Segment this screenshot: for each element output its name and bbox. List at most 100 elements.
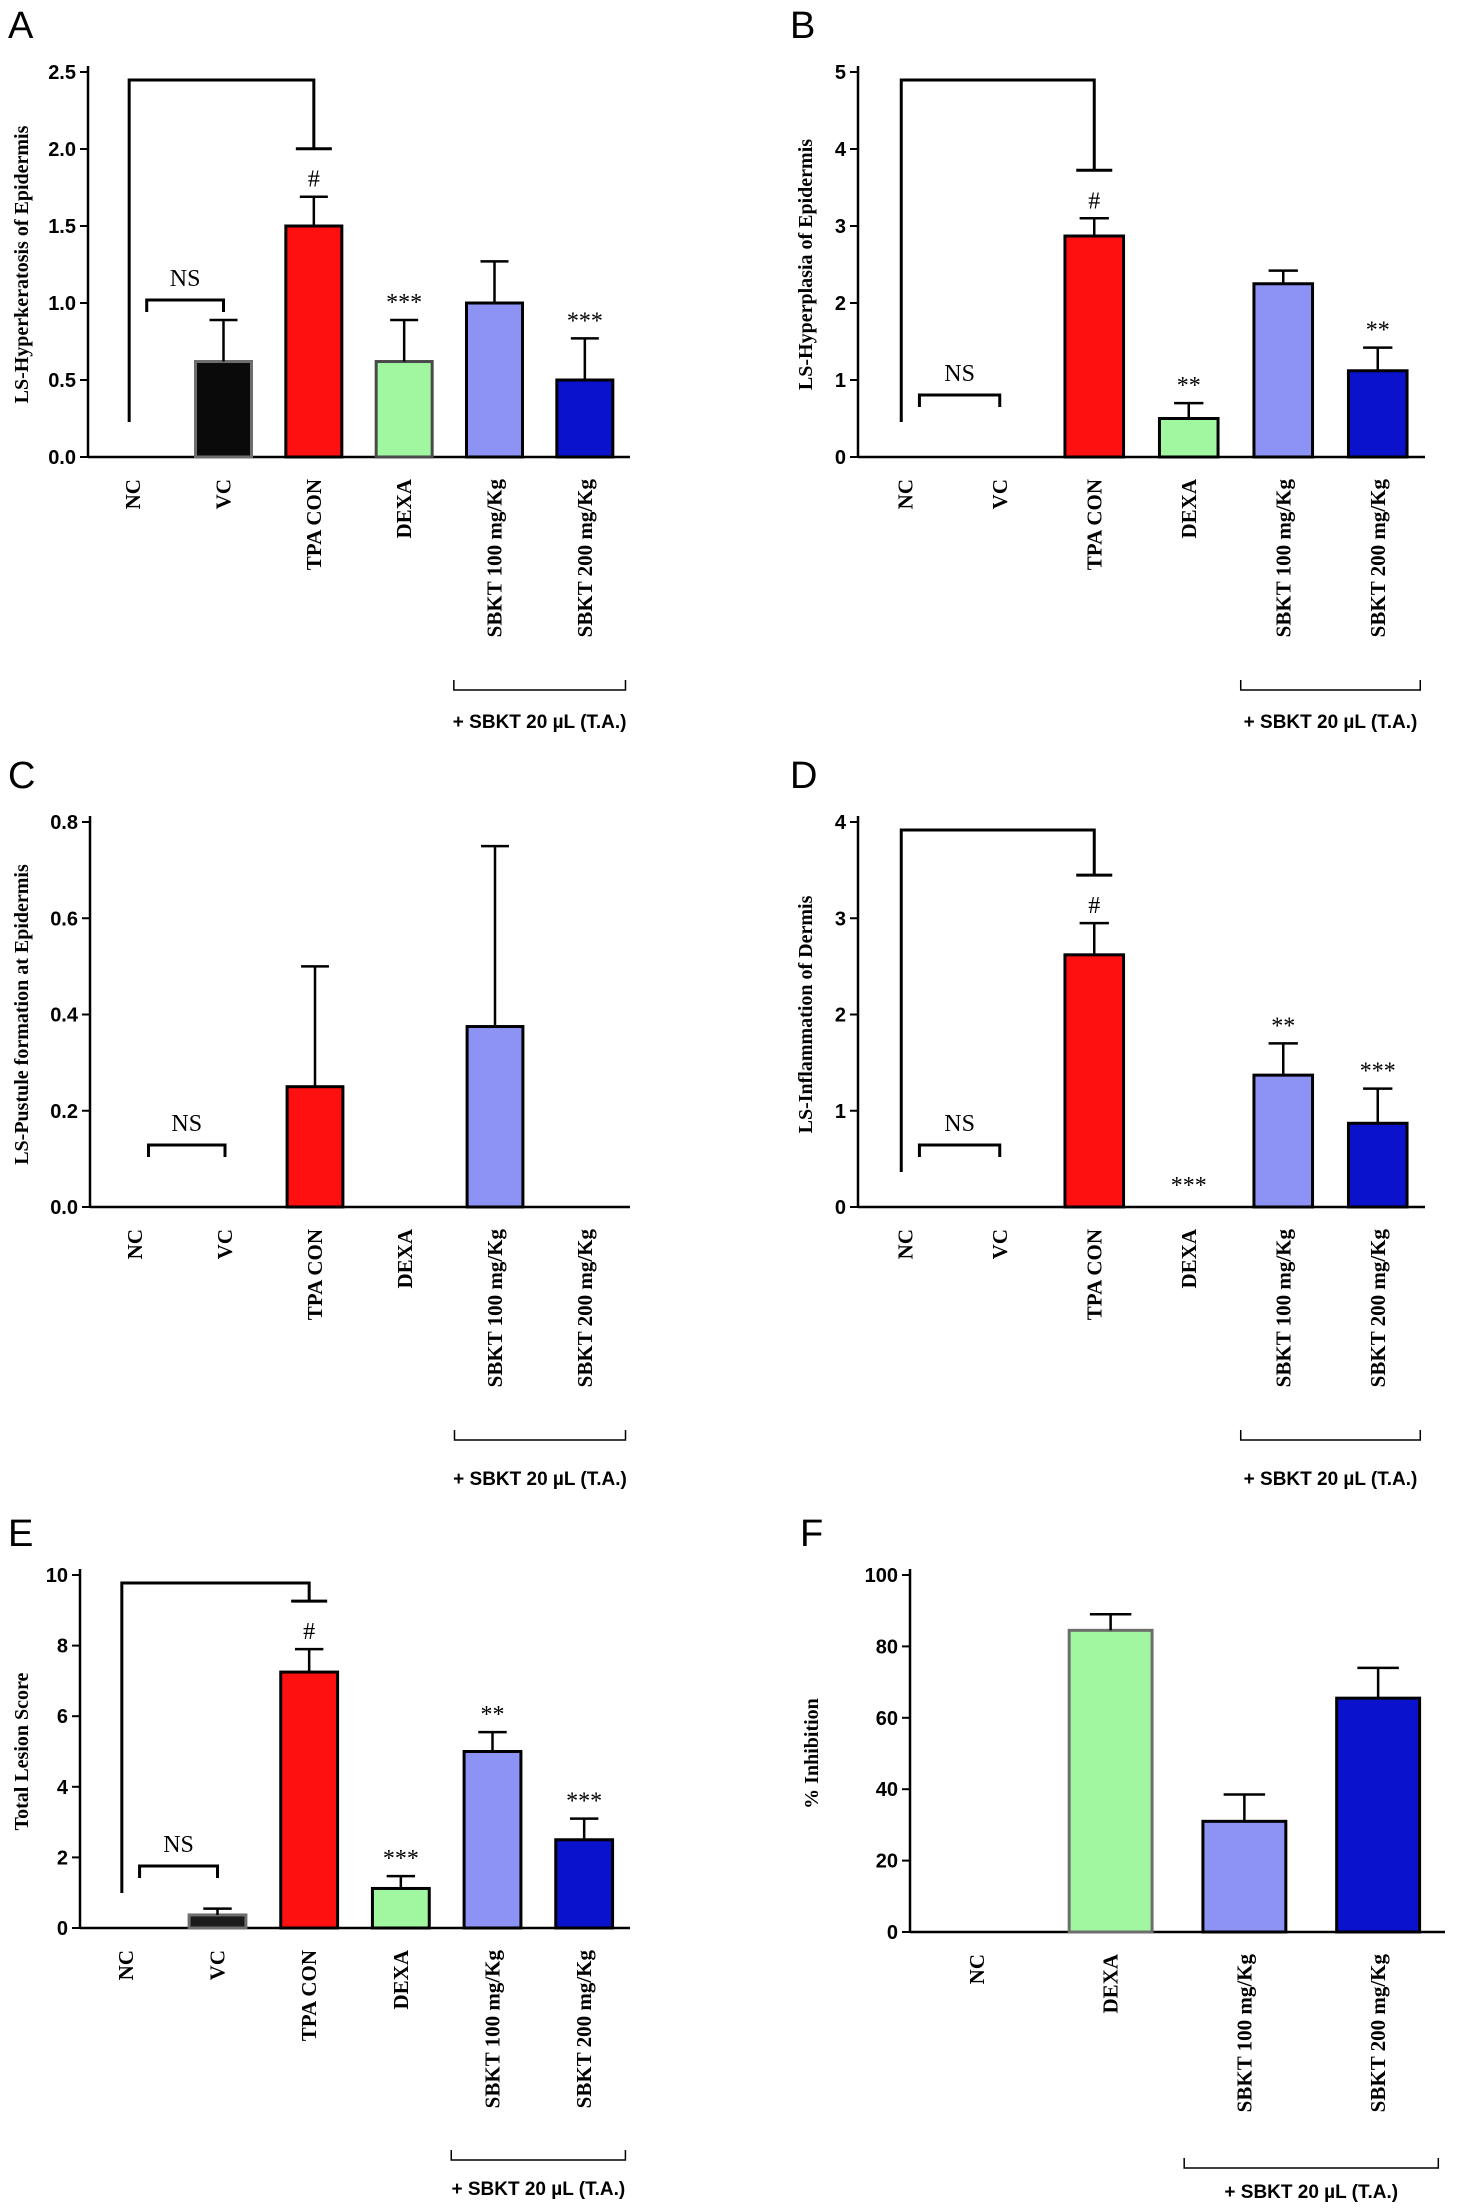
group-brace-label-f: + SBKT 20 µL (T.A.) [1224, 2182, 1398, 2203]
x-tick-label-a: SBKT 100 mg/Kg [483, 479, 507, 638]
ns-bracket-b [917, 393, 1002, 407]
y-tick-label-a: 1.5 [48, 216, 76, 238]
y-axis-label-e: Total Lesion Score [11, 1672, 33, 1830]
y-tick-label-b: 0 [835, 447, 846, 469]
x-tick-label-e: DEXA [389, 1949, 413, 2009]
significance-label-b: ** [1177, 373, 1201, 399]
y-tick-label-f: 20 [876, 1851, 898, 1873]
ns-label-d: NS [944, 1111, 975, 1137]
x-tick-label-b: SBKT 200 mg/Kg [1366, 479, 1390, 638]
panel-letter-b: B [790, 5, 815, 47]
x-tick-label-f: SBKT 200 mg/Kg [1366, 1954, 1390, 2113]
x-tick-label-d: TPA CON [1082, 1229, 1106, 1320]
x-tick-label-c: SBKT 200 mg/Kg [573, 1229, 597, 1388]
y-tick-label-f: 40 [876, 1779, 898, 1801]
x-tick-label-d: VC [988, 1229, 1012, 1259]
group-brace-label-a: + SBKT 20 µL (T.A.) [453, 712, 627, 733]
y-tick-label-c: 0.8 [50, 812, 78, 834]
group-brace-label-c: + SBKT 20 µL (T.A.) [453, 1469, 627, 1490]
x-tick-label-f: SBKT 100 mg/Kg [1232, 1954, 1256, 2113]
bar-e [554, 1838, 615, 1930]
x-tick-label-a: SBKT 200 mg/Kg [573, 479, 597, 638]
group-brace-b [1239, 680, 1422, 691]
ns-bracket-c [147, 1143, 227, 1157]
group-brace-a [453, 680, 627, 691]
group-brace-f [1183, 2158, 1440, 2169]
bar-c [465, 1025, 525, 1209]
x-tick-label-a: DEXA [392, 478, 416, 538]
x-tick-label-b: NC [893, 479, 917, 509]
y-tick-label-c: 0.2 [50, 1101, 78, 1123]
y-tick-label-f: 0 [887, 1922, 898, 1944]
x-tick-label-f: NC [965, 1954, 989, 1984]
y-tick-label-a: 0.5 [48, 370, 76, 392]
panel-b: B LS-Hyperplasia of Epidermis 0 1 2 3 4 5 NC VC # T… [790, 5, 1425, 733]
group-brace-c [453, 1430, 627, 1441]
panel-letter-d: D [790, 755, 817, 797]
x-tick-label-b: SBKT 100 mg/Kg [1271, 479, 1295, 638]
x-tick-label-d: NC [893, 1229, 917, 1259]
significance-label-e: ** [481, 1702, 505, 1728]
y-tick-label-e: 0 [57, 1918, 68, 1940]
panel-letter-e: E [8, 1513, 33, 1555]
bar-a [193, 360, 254, 459]
bar-f [1335, 1696, 1422, 1934]
x-tick-label-d: SBKT 100 mg/Kg [1271, 1229, 1295, 1388]
ns-label-b: NS [944, 361, 975, 387]
ns-bracket-a [145, 298, 225, 312]
panel-a: A LS-Hyperkeratosis of Epidermis 0.0 0.5 1.0… [8, 5, 630, 733]
significance-label-d: *** [1171, 1173, 1207, 1199]
bar-b [1157, 417, 1220, 459]
significance-label-a: *** [567, 308, 603, 334]
y-tick-label-f: 100 [865, 1565, 898, 1587]
x-tick-label-c: TPA CON [303, 1229, 327, 1320]
x-tick-label-c: DEXA [393, 1228, 417, 1288]
x-tick-label-b: TPA CON [1082, 479, 1106, 570]
y-axis-label-c: LS-Pustule formation at Epidermis [11, 864, 33, 1165]
group-brace-d [1239, 1430, 1422, 1441]
y-tick-label-b: 5 [835, 62, 846, 84]
y-tick-label-e: 10 [46, 1565, 68, 1587]
bar-e [462, 1750, 523, 1930]
x-tick-label-c: NC [123, 1229, 147, 1259]
bar-a [464, 301, 525, 459]
x-tick-label-e: SBKT 100 mg/Kg [481, 1950, 505, 2109]
bar-e [187, 1913, 248, 1930]
y-axis-label-d: LS-Inflammation of Dermis [795, 895, 817, 1133]
comparison-bracket-e [120, 1581, 311, 1893]
panel-letter-a: A [8, 5, 34, 47]
significance-label-a: *** [386, 290, 422, 316]
bar-f [1067, 1628, 1154, 1934]
x-tick-label-d: SBKT 200 mg/Kg [1366, 1229, 1390, 1388]
x-tick-label-b: VC [988, 479, 1012, 509]
x-tick-label-e: TPA CON [297, 1950, 321, 2041]
bar-b [1063, 234, 1126, 459]
comparison-bracket-d [899, 828, 1096, 1172]
y-tick-label-f: 80 [876, 1636, 898, 1658]
x-tick-label-a: NC [121, 479, 145, 509]
y-tick-label-d: 3 [835, 908, 846, 930]
panel-letter-c: C [8, 755, 35, 797]
y-tick-label-e: 6 [57, 1706, 68, 1728]
group-brace-label-d: + SBKT 20 µL (T.A.) [1244, 1469, 1418, 1490]
panel-f: F % Inhibition 0 20 40 60 80 100 NC DEXA SBKT 100 … [800, 1513, 1445, 2203]
x-tick-label-a: VC [212, 479, 236, 509]
x-tick-label-e: NC [114, 1950, 138, 1980]
y-tick-label-b: 4 [835, 139, 847, 161]
ns-label-c: NS [171, 1111, 202, 1137]
bar-b [1252, 282, 1315, 459]
significance-label-e: *** [383, 1846, 419, 1872]
x-tick-label-c: VC [213, 1229, 237, 1259]
ns-bracket-d [917, 1143, 1002, 1157]
y-tick-label-a: 2.5 [48, 62, 76, 84]
y-tick-label-e: 8 [57, 1636, 68, 1658]
y-tick-label-e: 4 [57, 1777, 69, 1799]
ns-bracket-e [138, 1864, 219, 1878]
significance-label-e: *** [566, 1789, 602, 1815]
bar-e [370, 1886, 431, 1930]
panel-c: C LS-Pustule formation at Epidermis 0.0 0.2… [8, 755, 630, 1490]
ns-label-e: NS [163, 1832, 194, 1858]
x-tick-label-b: DEXA [1177, 478, 1201, 538]
significance-label-d: ** [1271, 1013, 1295, 1039]
panel-d: D LS-Inflammation of Dermis 0 1 2 3 4 NC VC # TPA … [790, 755, 1425, 1490]
